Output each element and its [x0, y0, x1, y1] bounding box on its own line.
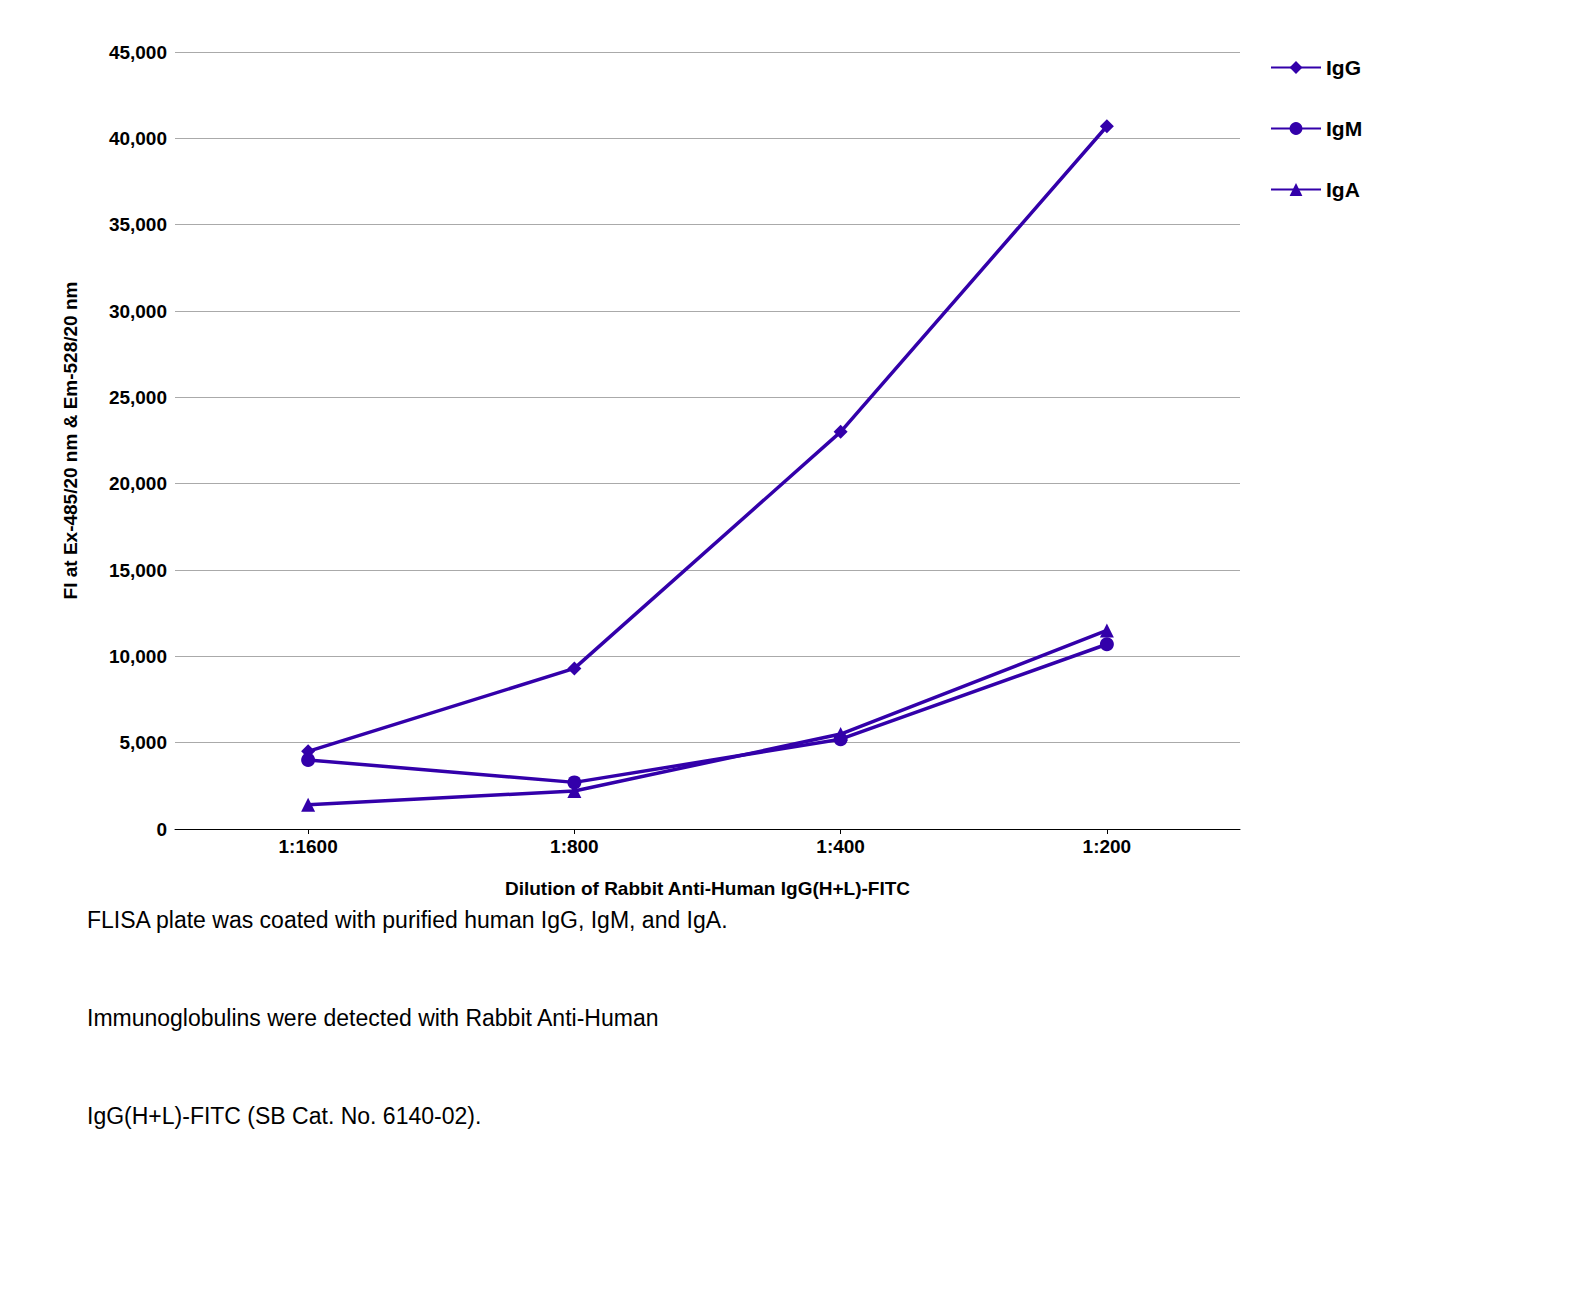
svg-text:40,000: 40,000: [109, 128, 167, 149]
svg-text:35,000: 35,000: [109, 214, 167, 235]
svg-text:IgG: IgG: [1326, 56, 1361, 79]
svg-text:FI at Ex-485/20 nm & Em-528/20: FI at Ex-485/20 nm & Em-528/20 nm: [60, 282, 81, 600]
svg-text:IgG(H+L)-FITC (SB Cat. No. 614: IgG(H+L)-FITC (SB Cat. No. 6140-02).: [87, 1103, 481, 1129]
svg-text:5,000: 5,000: [119, 732, 167, 753]
svg-text:Immunoglobulins were detected: Immunoglobulins were detected with Rabbi…: [87, 1005, 658, 1031]
svg-text:15,000: 15,000: [109, 560, 167, 581]
svg-text:IgM: IgM: [1326, 117, 1362, 140]
svg-text:IgA: IgA: [1326, 178, 1360, 201]
svg-text:20,000: 20,000: [109, 473, 167, 494]
svg-text:Dilution of Rabbit Anti-Human: Dilution of Rabbit Anti-Human IgG(H+L)-F…: [505, 878, 910, 899]
svg-text:FLISA plate was coated with pu: FLISA plate was coated with purified hum…: [87, 907, 728, 933]
svg-text:0: 0: [156, 819, 167, 840]
svg-text:30,000: 30,000: [109, 301, 167, 322]
svg-text:1:800: 1:800: [550, 836, 599, 857]
svg-text:1:1600: 1:1600: [279, 836, 338, 857]
svg-text:1:400: 1:400: [816, 836, 865, 857]
svg-text:25,000: 25,000: [109, 387, 167, 408]
svg-text:1:200: 1:200: [1083, 836, 1132, 857]
svg-text:10,000: 10,000: [109, 646, 167, 667]
svg-text:45,000: 45,000: [109, 42, 167, 63]
